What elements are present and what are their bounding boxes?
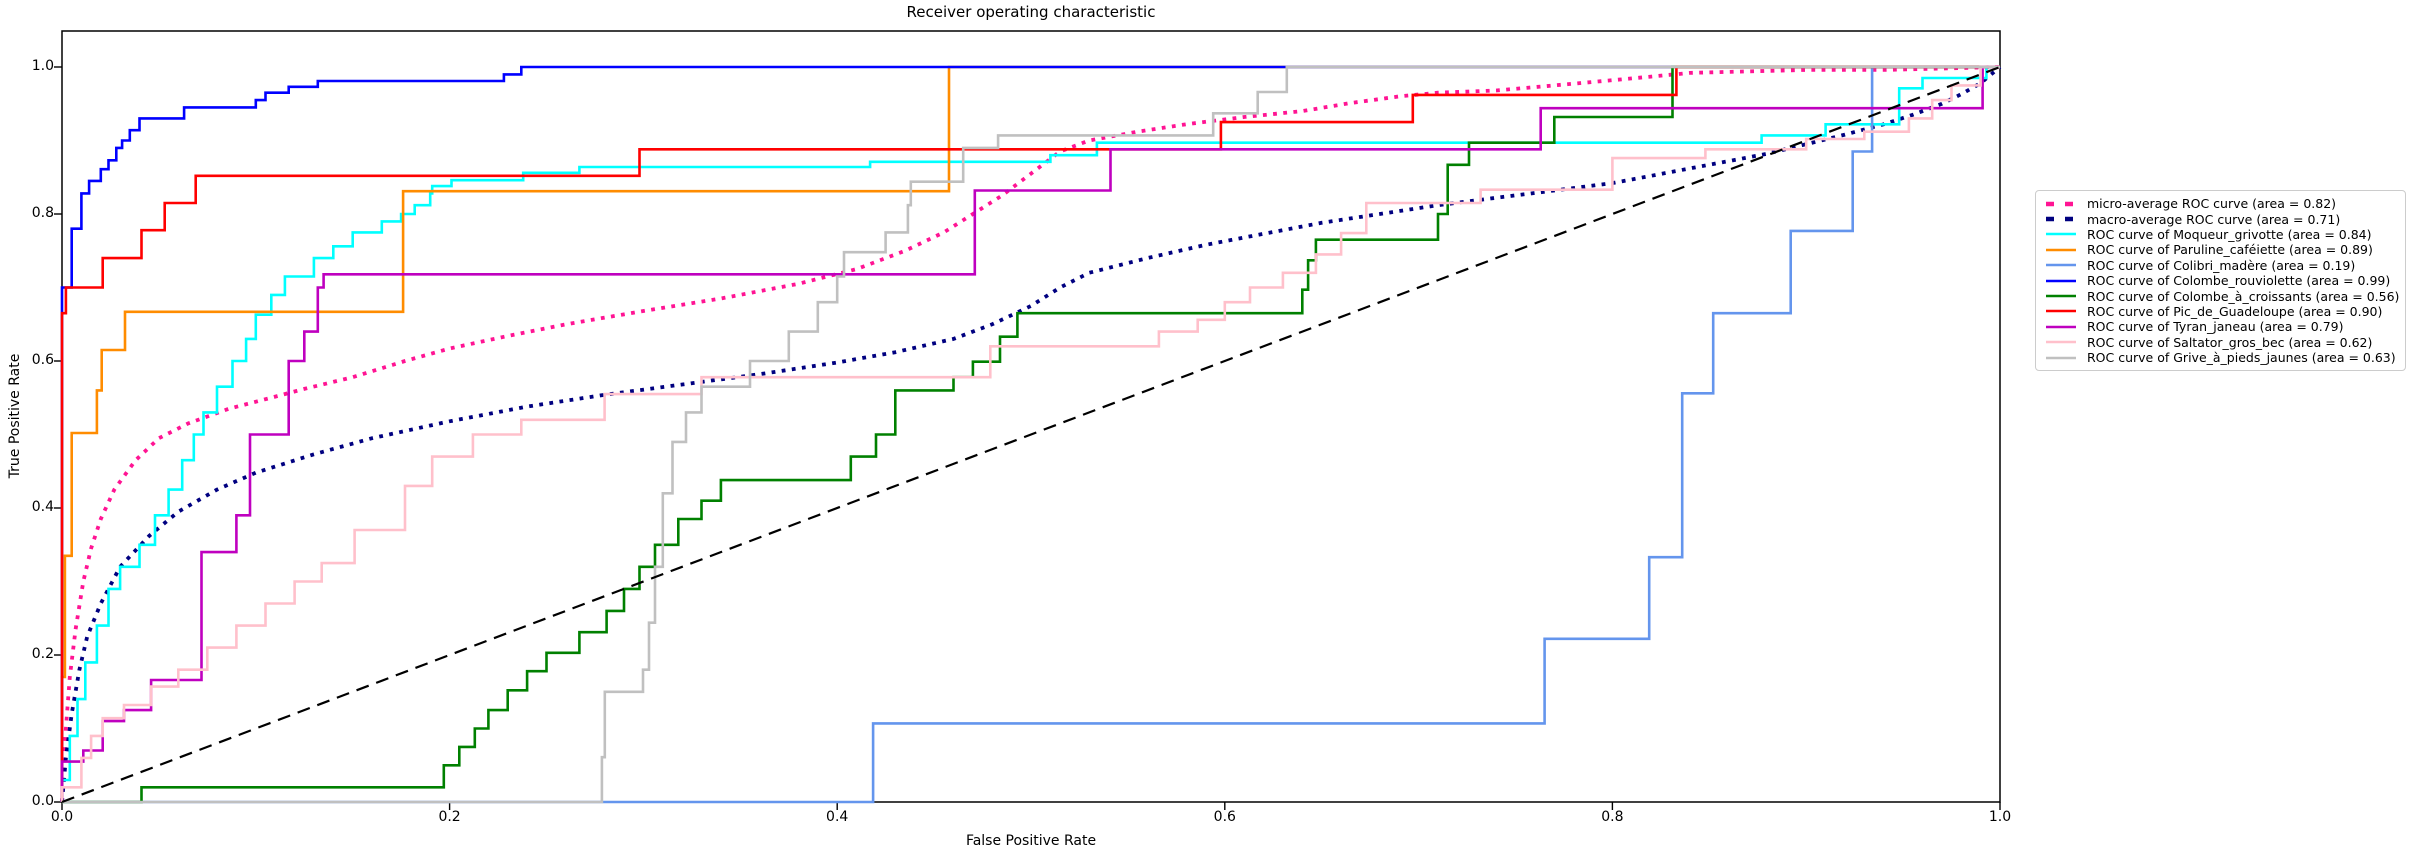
legend-item-paruline-cafeiette: ROC curve of Paruline_caféiette (area = … <box>2043 242 2398 257</box>
roc-curve-grive-a-pieds-jaunes <box>62 65 2000 804</box>
x-tick-label: 0.0 <box>50 809 74 825</box>
legend-swatch-pic-de-guadeloupe <box>2046 310 2076 313</box>
y-tick-label: 0.0 <box>31 793 54 809</box>
legend-swatch-moqueur-grivotte <box>2046 233 2076 236</box>
legend-swatch-colombe-rouviolette <box>2046 279 2076 282</box>
x-tick-label: 0.4 <box>826 809 849 825</box>
legend-swatch-colibri-madere <box>2046 263 2076 267</box>
legend-label-micro: micro-average ROC curve (area = 0.82) <box>2087 196 2337 212</box>
legend-swatch-micro <box>2046 201 2076 206</box>
roc-curve-moqueur-grivotte <box>60 65 2000 802</box>
legend-item-grive-a-pieds-jaunes: ROC curve of Grive_à_pieds_jaunes (area … <box>2043 350 2398 365</box>
legend-label-moqueur-grivotte: ROC curve of Moqueur_grivotte (area = 0.… <box>2087 226 2372 242</box>
axes-frame <box>61 30 2001 803</box>
legend-item-macro: macro-average ROC curve (area = 0.71) <box>2043 211 2398 227</box>
legend-swatch-colombe-a-croissants <box>2046 294 2076 298</box>
legend-label-colombe-a-croissants: ROC curve of Colombe_à_croissants (area … <box>2087 288 2400 304</box>
legend-label-colibri-madere: ROC curve of Colibri_madère (area = 0.19… <box>2087 257 2356 273</box>
legend-swatch-tyran-janeau <box>2046 325 2076 329</box>
legend-item-colombe-a-croissants: ROC curve of Colombe_à_croissants (area … <box>2043 288 2400 304</box>
legend-label-colombe-rouviolette: ROC curve of Colombe_rouviolette (area =… <box>2087 273 2391 289</box>
y-tick-label: 0.2 <box>31 646 54 662</box>
legend-label-pic-de-guadeloupe: ROC curve of Pic_de_Guadeloupe (area = 0… <box>2087 303 2383 319</box>
roc-curve-saltator-gros-bec <box>60 65 2000 802</box>
chance-diagonal-line <box>61 65 2001 804</box>
legend-swatch-macro <box>2046 216 2076 222</box>
legend-item-tyran-janeau: ROC curve of Tyran_janeau (area = 0.79) <box>2043 319 2398 334</box>
legend-label-macro: macro-average ROC curve (area = 0.71) <box>2087 211 2341 227</box>
x-axis-label: False Positive Rate <box>965 833 1097 849</box>
y-tick-label: 0.6 <box>31 352 54 368</box>
chart-title: Receiver operating characteristic <box>906 3 1156 21</box>
y-tick-label: 1.0 <box>31 58 54 74</box>
legend-item-micro: micro-average ROC curve (area = 0.82) <box>2043 196 2398 211</box>
legend-item-moqueur-grivotte: ROC curve of Moqueur_grivotte (area = 0.… <box>2043 227 2398 242</box>
y-axis-label: True Positive Rate <box>7 353 23 479</box>
legend-label-tyran-janeau: ROC curve of Tyran_janeau (area = 0.79) <box>2087 319 2344 335</box>
legend-swatch-saltator-gros-bec <box>2046 340 2076 344</box>
x-tick-label: 0.2 <box>438 809 461 825</box>
legend-item-colibri-madere: ROC curve of Colibri_madère (area = 0.19… <box>2043 258 2398 273</box>
y-tick-label: 0.8 <box>31 205 54 221</box>
legend-label-paruline-cafeiette: ROC curve of Paruline_caféiette (area = … <box>2087 242 2373 258</box>
roc-curve-pic-de-guadeloupe <box>60 65 2000 802</box>
roc-curve-tyran-janeau <box>60 65 2000 802</box>
y-tick-label: 0.4 <box>31 499 54 515</box>
legend-item-pic-de-guadeloupe: ROC curve of Pic_de_Guadeloupe (area = 0… <box>2043 304 2398 319</box>
roc-curve-colombe-rouviolette <box>60 65 2000 802</box>
legend-swatch-paruline-cafeiette <box>2046 248 2076 252</box>
x-tick-label: 0.6 <box>1213 809 1236 825</box>
legend-label-saltator-gros-bec: ROC curve of Saltator_gros_bec (area = 0… <box>2087 334 2373 350</box>
x-tick-label: 0.8 <box>1601 809 1624 825</box>
legend-swatch-grive-a-pieds-jaunes <box>2046 356 2076 359</box>
roc-curve-colombe-a-croissants <box>62 65 2000 804</box>
legend-label-grive-a-pieds-jaunes: ROC curve of Grive_à_pieds_jaunes (area … <box>2087 350 2396 366</box>
x-tick-label: 1.0 <box>1988 809 2012 825</box>
legend: micro-average ROC curve (area = 0.82) mac… <box>2035 190 2406 372</box>
roc-curve-colibri-madere <box>62 65 2000 804</box>
legend-item-colombe-rouviolette: ROC curve of Colombe_rouviolette (area =… <box>2043 273 2398 288</box>
roc-curve-paruline-cafeiette <box>60 65 2000 802</box>
roc-curve-macro <box>60 65 2002 803</box>
legend-item-saltator-gros-bec: ROC curve of Saltator_gros_bec (area = 0… <box>2043 335 2398 350</box>
